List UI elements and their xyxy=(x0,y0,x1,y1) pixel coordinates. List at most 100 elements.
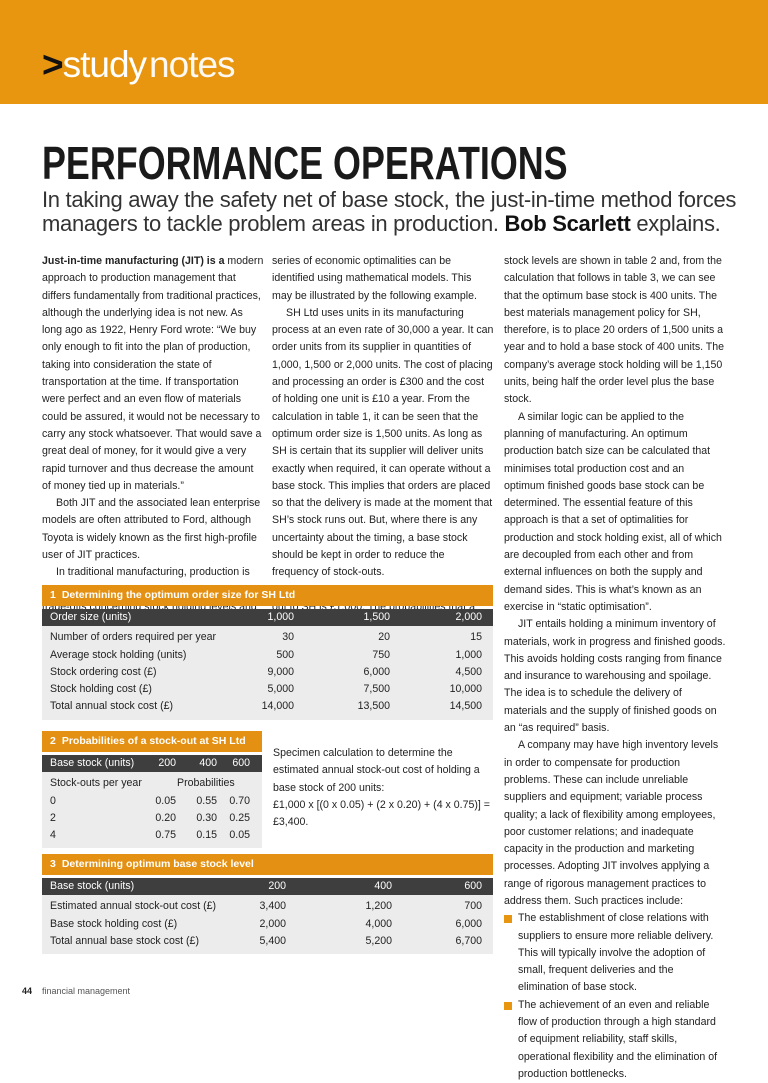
table-number: 1 xyxy=(50,589,56,601)
cell: 700 xyxy=(464,900,482,913)
table-header: Order size (units) 1,000 1,500 2,000 xyxy=(42,609,493,627)
cell: 0.30 xyxy=(196,811,217,824)
paragraph: JIT entails holding a minimum inventory … xyxy=(504,618,726,735)
title: PERFORMANCE OPERATIONS xyxy=(42,137,568,189)
table-row: Base stock holding cost (£) 2,000 4,000 6,0… xyxy=(42,916,493,933)
header-band xyxy=(0,0,768,104)
text-column: Just-in-time manufacturing (JIT) is a mo… xyxy=(42,253,264,634)
paragraph: A company may have high inventory levels… xyxy=(504,739,719,907)
table-row: Total annual base stock cost (£) 5,400 5,2… xyxy=(42,933,493,950)
cell: 7,500 xyxy=(363,683,390,696)
table-row: Stock ordering cost (£) 9,000 6,000 4,500 xyxy=(42,664,493,681)
section-tag: >studynotes xyxy=(42,44,236,86)
bullet-list: The establishment of close relations wit… xyxy=(504,910,726,1083)
cell: 750 xyxy=(372,648,390,661)
table-body: Number of orders required per year 30 20 15… xyxy=(42,626,493,720)
cell: 2 xyxy=(50,811,56,824)
cell: 600 xyxy=(232,757,250,769)
cell: Order size (units) xyxy=(50,611,132,623)
specimen-text: Specimen calculation to determine the es… xyxy=(273,747,480,794)
specimen-formula: £1,000 x [(0 x 0.05) + (2 x 0.20) + (4 x… xyxy=(273,798,490,829)
table: 2 Probabilities of a stock-out at SH Ltd B… xyxy=(42,731,262,849)
table-header: Base stock (units) 200 400 600 xyxy=(42,878,493,896)
cell: 1,500 xyxy=(363,611,390,623)
specimen: Specimen calculation to determine the es… xyxy=(273,745,495,831)
cell: Stock holding cost (£) xyxy=(50,683,152,696)
cell: 20 xyxy=(378,631,390,644)
table-row: 2 0.20 0.30 0.25 xyxy=(42,810,262,827)
cell: Probabilities xyxy=(177,777,235,790)
cell: 2,000 xyxy=(455,611,482,623)
cell: 6,000 xyxy=(455,917,482,930)
cell: Base stock (units) xyxy=(50,757,135,769)
cell: 400 xyxy=(199,757,217,769)
table-row: Stock holding cost (£) 5,000 7,500 10,000 xyxy=(42,681,493,698)
cell: 10,000 xyxy=(449,683,482,696)
cell: 1,200 xyxy=(365,900,392,913)
publication: financial management xyxy=(42,986,131,996)
text-column: series of economic optimalities can be i… xyxy=(272,253,494,634)
cell: 200 xyxy=(158,757,176,769)
cell: 0.15 xyxy=(196,829,217,842)
tag-notes: notes xyxy=(149,44,236,85)
cell: Stock-outs per year xyxy=(50,777,142,790)
paragraph: A similar logic can be applied to the pl… xyxy=(504,410,722,613)
table-subheader: Stock-outs per year Probabilities xyxy=(42,775,262,792)
cell: 6,000 xyxy=(363,665,390,678)
cell: 0.05 xyxy=(229,829,250,842)
paragraph: Both JIT and the associated lean enterpr… xyxy=(42,497,261,562)
cell: 4,000 xyxy=(365,917,392,930)
cell: 4 xyxy=(50,829,56,842)
paragraph: Just-in-time manufacturing (JIT) is a mo… xyxy=(42,253,264,495)
cell: 1,000 xyxy=(455,648,482,661)
cell: 0.70 xyxy=(229,794,250,807)
author: Bob Scarlett xyxy=(504,211,631,236)
cell: 4,500 xyxy=(455,665,482,678)
lead-in: Just-in-time manufacturing (JIT) is a xyxy=(42,255,225,267)
subtitle-text: In taking away the safety net of base st… xyxy=(42,187,737,236)
table-body: Estimated annual stock-out cost (£) 3,400… xyxy=(42,895,493,955)
bullet-item: The achievement of an even and reliable … xyxy=(504,997,726,1083)
table-header: Base stock (units) 200 400 600 xyxy=(42,755,262,773)
cell: Base stock holding cost (£) xyxy=(50,917,178,930)
subtitle: In taking away the safety net of base st… xyxy=(42,188,742,236)
cell: 14,000 xyxy=(261,700,294,713)
tag-marker: > xyxy=(42,44,64,85)
tag-study: study xyxy=(62,44,147,85)
cell: Stock ordering cost (£) xyxy=(50,665,157,678)
bullet-item: The establishment of close relations wit… xyxy=(504,910,726,996)
table-title-bar: 1 Determining the optimum order size for … xyxy=(42,585,493,606)
cell: Base stock (units) xyxy=(50,880,135,892)
paragraph: series of economic optimalities can be i… xyxy=(272,255,477,302)
page-number: 44 xyxy=(22,986,33,996)
cell: 30 xyxy=(282,631,294,644)
cell: 3,400 xyxy=(259,900,286,913)
table: 3 Determining optimum base stock level Bas… xyxy=(42,854,493,955)
cell: Estimated annual stock-out cost (£) xyxy=(50,900,217,913)
cell: 0.20 xyxy=(155,811,176,824)
table-number: 3 xyxy=(50,858,56,870)
table-row: Number of orders required per year 30 20 15 xyxy=(42,629,493,646)
table-title: Determining optimum base stock level xyxy=(61,858,254,870)
table-title-bar: 2 Probabilities of a stock-out at SH Ltd xyxy=(42,731,262,752)
cell: Total annual base stock cost (£) xyxy=(50,934,199,947)
cell: Total annual stock cost (£) xyxy=(50,700,174,713)
paragraph: SH Ltd uses units in its manufacturing p… xyxy=(272,306,494,579)
cell: 200 xyxy=(268,880,286,892)
paragraph-text: modern approach to production management… xyxy=(42,255,264,492)
table-body: Stock-outs per year Probabilities 0 0.05 0.5… xyxy=(42,772,262,849)
cell: 400 xyxy=(374,880,392,892)
cell: 1,000 xyxy=(267,611,294,623)
cell: 5,400 xyxy=(259,934,286,947)
cell: 0.75 xyxy=(155,829,176,842)
paragraph: stock levels are shown in table 2 and, f… xyxy=(504,255,725,406)
cell: 6,700 xyxy=(455,934,482,947)
cell: 2,000 xyxy=(259,917,286,930)
cell: 5,000 xyxy=(267,683,294,696)
subtitle-tail: explains. xyxy=(636,211,721,236)
table-row: Total annual stock cost (£) 14,000 13,500 1… xyxy=(42,698,493,715)
table-row: 0 0.05 0.55 0.70 xyxy=(42,793,262,810)
cell: 9,000 xyxy=(267,665,294,678)
